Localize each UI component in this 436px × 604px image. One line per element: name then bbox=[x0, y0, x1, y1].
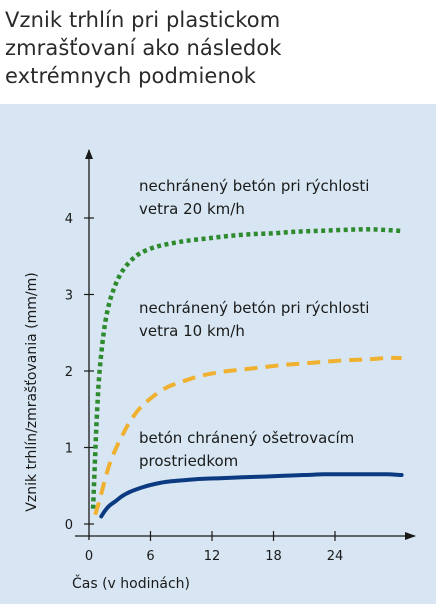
series-protected-line bbox=[99, 472, 404, 519]
y-tick-label: 0 bbox=[65, 518, 73, 533]
y-tick-label: 2 bbox=[65, 365, 73, 380]
series-wind-20kmh-label-line-1: nechránený betón pri rýchlosti bbox=[139, 177, 369, 195]
x-axis-label: Čas (v hodinách) bbox=[72, 574, 190, 592]
series-wind-20kmh-line bbox=[90, 227, 402, 509]
series-wind-10kmh-label-line-1: nechránený betón pri rýchlosti bbox=[139, 299, 369, 317]
x-tick-label: 6 bbox=[146, 549, 154, 564]
x-tick-label: 18 bbox=[265, 549, 282, 564]
y-tick-label: 1 bbox=[65, 442, 73, 457]
title-line-1: Vznik trhlín pri plastickom bbox=[5, 8, 281, 32]
series-wind-20kmh-label-line-2: vetra 20 km/h bbox=[139, 200, 245, 218]
y-axis-arrow bbox=[85, 149, 93, 159]
title-line-2: zmrašťovaní ako následok bbox=[5, 36, 282, 60]
title-panel: Vznik trhlín pri plastickom zmrašťovaní … bbox=[0, 0, 436, 104]
series-protected-label-line-2: prostriedkom bbox=[139, 452, 238, 470]
x-tick-label: 24 bbox=[327, 549, 344, 564]
y-tick-label: 3 bbox=[65, 289, 73, 304]
title-line-3: extrémnych podmienok bbox=[5, 64, 257, 88]
series-wind-10kmh-line bbox=[93, 355, 402, 516]
series-protected-label-line-1: betón chránený ošetrovacím bbox=[139, 429, 354, 447]
series-wind-10kmh-label-line-2: vetra 10 km/h bbox=[139, 322, 245, 340]
plot-background bbox=[0, 104, 436, 604]
x-tick-label: 0 bbox=[85, 549, 93, 564]
x-tick-label: 12 bbox=[204, 549, 221, 564]
y-axis-label: Vznik trhlín/zmrašťovania (mm/m) bbox=[24, 272, 40, 511]
x-axis-arrow bbox=[405, 532, 416, 540]
y-tick-label: 4 bbox=[65, 212, 73, 227]
